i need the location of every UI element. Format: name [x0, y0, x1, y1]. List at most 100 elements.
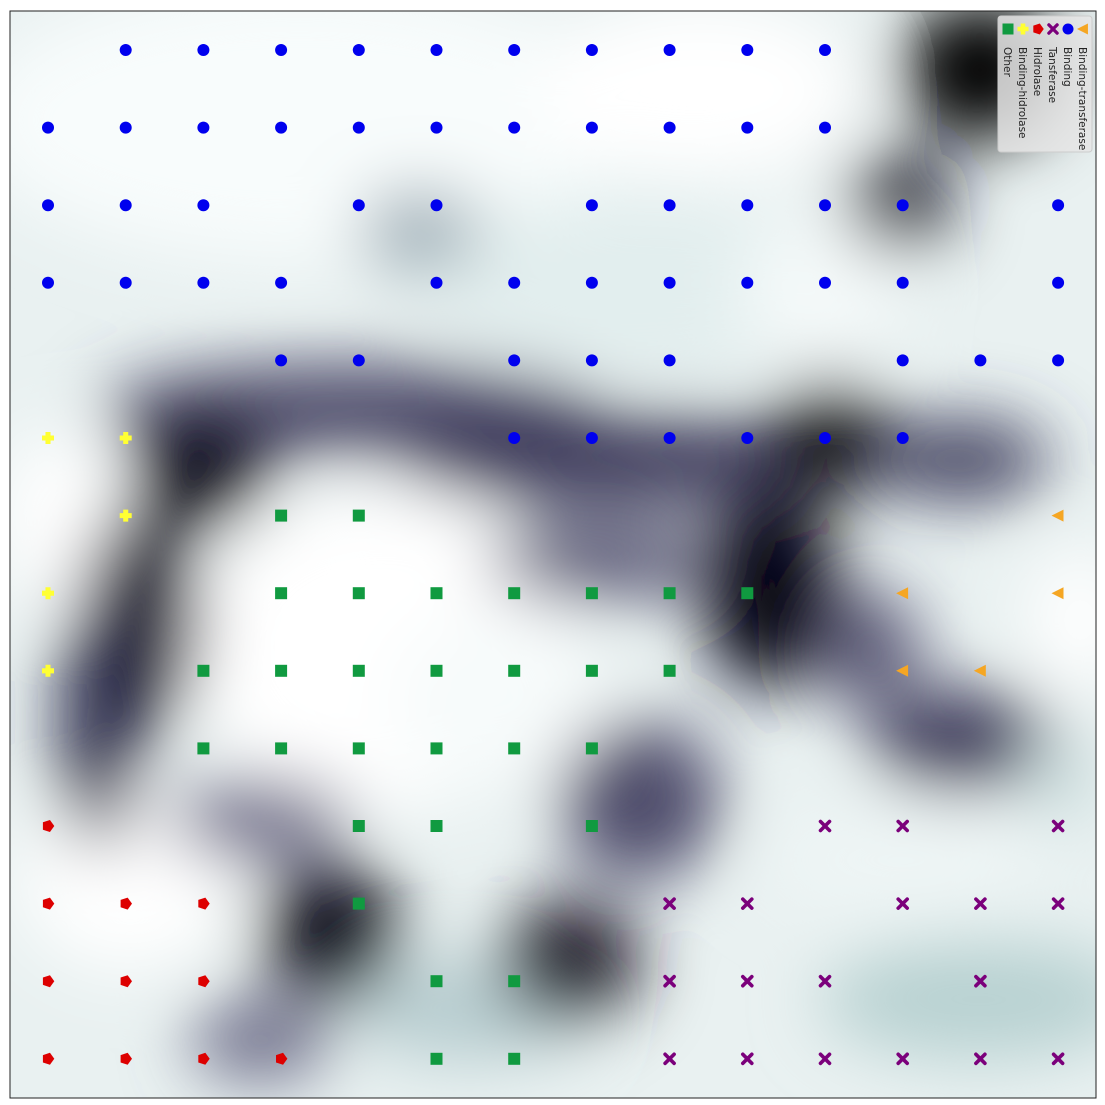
marker-other — [508, 1052, 521, 1065]
marker-hidrolase — [120, 897, 132, 910]
marker-binding-transferase — [1051, 587, 1064, 600]
marker-tansferase — [663, 974, 676, 988]
marker-other — [197, 742, 210, 755]
legend-box — [997, 15, 1093, 153]
marker-binding — [197, 199, 210, 212]
marker-tansferase — [896, 819, 910, 833]
marker-binding — [585, 432, 598, 444]
marker-binding-transferase — [973, 664, 986, 677]
marker-hidrolase — [42, 1052, 55, 1065]
marker-binding — [896, 432, 909, 444]
marker-other — [352, 664, 365, 677]
marker-other — [352, 587, 365, 600]
marker-binding-hidrolase — [42, 587, 54, 600]
marker-binding-hidrolase — [119, 432, 132, 444]
marker-other — [430, 742, 443, 755]
marker-binding — [508, 354, 521, 367]
series-binding-hidrolase — [42, 432, 132, 677]
marker-other — [508, 975, 521, 988]
marker-binding — [819, 44, 831, 56]
legend-label-binding-transferase: Binding-transferase — [1076, 47, 1088, 150]
marker-binding — [430, 44, 443, 56]
marker-binding — [197, 276, 210, 289]
marker-other — [508, 742, 521, 755]
marker-tansferase — [740, 897, 754, 910]
marker-binding — [197, 44, 210, 56]
marker-binding — [275, 44, 288, 56]
marker-other — [430, 820, 443, 832]
series-binding-transferase — [896, 509, 1064, 677]
marker-binding — [119, 276, 132, 289]
marker-binding — [508, 44, 521, 56]
marker-hidrolase — [198, 975, 210, 988]
marker-binding — [819, 276, 831, 289]
marker-other — [663, 664, 676, 677]
marker-other — [352, 820, 365, 832]
marker-tansferase — [818, 819, 832, 833]
marker-binding — [896, 354, 909, 367]
marker-binding — [585, 44, 598, 56]
marker-binding-hidrolase — [42, 432, 54, 444]
marker-other — [508, 587, 521, 600]
legend-label-binding: Binding — [1061, 47, 1073, 87]
marker-binding — [1052, 354, 1065, 367]
marker-binding — [430, 199, 443, 212]
marker-binding — [42, 199, 54, 212]
marker-binding — [741, 44, 754, 56]
marker-hidrolase — [42, 975, 55, 988]
marker-hidrolase — [198, 897, 210, 910]
marker-layer — [42, 44, 1065, 1066]
marker-other — [275, 587, 288, 600]
marker-other — [352, 742, 365, 755]
marker-binding — [585, 199, 598, 212]
marker-tansferase — [974, 1052, 987, 1066]
legend: Other Binding-hidrolase Hidrolase Tansferas… — [997, 15, 1093, 153]
marker-binding — [741, 199, 754, 212]
marker-binding-transferase — [1051, 509, 1064, 522]
marker-hidrolase — [42, 897, 55, 910]
marker-hidrolase — [198, 1052, 210, 1065]
marker-binding — [663, 276, 676, 289]
marker-binding — [352, 199, 365, 212]
legend-marker-binding-transferase — [1076, 23, 1088, 35]
marker-tansferase — [896, 1052, 910, 1066]
marker-other — [585, 664, 598, 677]
marker-other — [352, 509, 365, 522]
marker-binding — [819, 199, 831, 212]
marker-binding — [352, 354, 365, 367]
marker-hidrolase — [42, 820, 55, 832]
marker-binding — [663, 432, 676, 444]
marker-other — [275, 664, 288, 677]
marker-tansferase — [740, 1052, 754, 1066]
marker-tansferase — [818, 974, 832, 988]
marker-other — [352, 897, 365, 910]
marker-binding — [119, 121, 132, 134]
marker-tansferase — [896, 897, 910, 910]
legend-marker-binding-hidrolase — [1017, 23, 1029, 35]
marker-other — [430, 587, 443, 600]
series-hidrolase — [42, 820, 288, 1065]
marker-tansferase — [818, 1052, 832, 1066]
marker-binding — [663, 354, 676, 367]
marker-binding — [896, 199, 909, 212]
legend-marker-binding — [1062, 23, 1074, 35]
marker-tansferase — [663, 897, 676, 910]
marker-other — [585, 587, 598, 600]
marker-other — [430, 975, 443, 988]
marker-binding — [819, 121, 831, 134]
marker-other — [585, 742, 598, 755]
marker-binding — [275, 276, 288, 289]
series-tansferase — [663, 819, 1065, 1066]
marker-binding — [42, 121, 54, 134]
marker-other — [741, 587, 754, 600]
marker-binding — [1052, 276, 1065, 289]
marker-binding — [585, 354, 598, 367]
marker-binding — [197, 121, 210, 134]
marker-binding — [508, 276, 521, 289]
marker-binding-transferase — [896, 587, 909, 600]
series-binding — [42, 44, 1065, 444]
legend-label-tansferase: Tansferase — [1046, 46, 1058, 103]
plot-frame — [9, 10, 1097, 1099]
distance-heatmap — [10, 11, 1096, 1080]
